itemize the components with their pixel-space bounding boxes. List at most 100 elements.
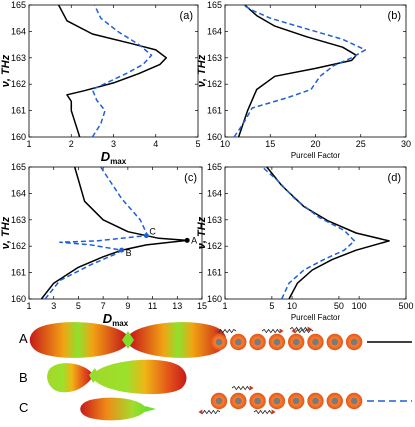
x-axis-label: Dmax <box>101 149 127 166</box>
x-tick-label: 15 <box>265 139 275 149</box>
y-tick-label: 165 <box>11 162 26 172</box>
plot-frame <box>28 4 199 138</box>
particle-core <box>312 338 319 346</box>
plot-frame <box>224 4 407 138</box>
marker-a <box>184 237 190 243</box>
plot-frame <box>28 166 203 300</box>
x-tick-label: 2 <box>69 139 74 149</box>
x-tick-label: 3 <box>111 139 116 149</box>
y-tick-label: 162 <box>11 241 26 251</box>
plot-frame <box>224 166 407 300</box>
x-tick-label: 15 <box>197 301 207 311</box>
y-tick-label: 162 <box>207 241 222 251</box>
x-axis-label: Purcell Factor <box>291 151 341 160</box>
y-tick-label: 161 <box>207 268 222 278</box>
y-tick-label: 164 <box>11 26 26 36</box>
y-tick-label: 164 <box>11 188 26 198</box>
particle-core <box>273 397 281 405</box>
wave-arrow <box>295 328 314 334</box>
particle-core <box>273 338 281 346</box>
particle-core <box>292 397 300 405</box>
wave-arrow <box>261 328 280 334</box>
chain-top <box>210 333 363 351</box>
panel-b: 160 161 162 163 164 165 10 15 20 25 30 (b) ν, THz Pur… <box>196 0 411 160</box>
pattern-label-b: B <box>19 370 28 385</box>
y-tick-label: 163 <box>207 53 222 63</box>
wave-arrow-head <box>271 409 276 415</box>
panel-a: 160 161 162 163 164 165 1 2 3 4 5 (a) ν, THz Dmax <box>0 0 201 166</box>
y-tick-label: 163 <box>11 215 26 225</box>
pattern-label-a: A <box>19 331 28 346</box>
x-tick-label: 50 <box>334 301 344 311</box>
marker-c-label: C <box>149 227 156 237</box>
y-tick-label: 161 <box>11 106 26 116</box>
x-axis-label: Dmax <box>103 311 129 328</box>
series-solid-line <box>266 166 390 300</box>
x-tick-label: 1 <box>26 301 31 311</box>
wave-arrow <box>289 326 308 332</box>
particle-core <box>312 397 319 405</box>
y-axis-label: ν, THz <box>196 54 208 87</box>
y-tick-label: 165 <box>11 0 26 10</box>
y-tick-label: 163 <box>11 53 26 63</box>
x-tick-label: 11 <box>148 301 157 311</box>
chain-bottom <box>210 392 363 410</box>
x-tick-label: 100 <box>352 301 367 311</box>
particle-core <box>331 397 339 405</box>
x-tick-label: 10 <box>220 139 230 149</box>
x-axis-label: Purcell Factor <box>291 313 341 322</box>
x-tick-label: 1 <box>222 301 227 311</box>
particle-chains <box>198 326 363 415</box>
particle-core <box>215 397 223 405</box>
particle-core <box>331 338 339 346</box>
panel-label: (d) <box>388 172 401 184</box>
wave-arrow-head <box>249 385 254 391</box>
y-tick-label: 164 <box>207 188 222 198</box>
pattern-b <box>47 359 187 395</box>
pattern-a <box>29 322 227 358</box>
pattern-label-c: C <box>19 400 28 415</box>
wave-arrow-head <box>291 328 296 334</box>
series-dashed-line <box>44 166 148 300</box>
series-dashed-line <box>261 166 356 300</box>
marker-a-label: A <box>191 235 197 245</box>
series-solid-line <box>40 166 188 300</box>
series-dashed-line <box>91 4 153 138</box>
y-axis-label: ν, THz <box>0 216 12 249</box>
panel-label: (a) <box>180 10 193 22</box>
particle-core <box>215 338 223 346</box>
x-tick-label: 7 <box>101 301 106 311</box>
x-tick-label: 5 <box>269 301 274 311</box>
particle-core <box>292 338 300 346</box>
particle-core <box>235 338 242 346</box>
series-solid-line <box>237 4 357 138</box>
y-tick-label: 165 <box>207 162 222 172</box>
y-tick-label: 165 <box>207 0 222 10</box>
particle-core <box>350 397 358 405</box>
x-tick-label: 10 <box>287 301 297 311</box>
y-tick-label: 162 <box>207 79 222 89</box>
y-tick-label: 160 <box>207 132 222 142</box>
y-tick-label: 160 <box>11 132 26 142</box>
x-tick-label: 5 <box>76 301 81 311</box>
wave-arrow <box>231 385 250 391</box>
y-tick-label: 163 <box>207 215 222 225</box>
panel-label: (c) <box>184 172 197 184</box>
y-axis-label: ν, THz <box>0 54 12 87</box>
particle-core <box>235 397 242 405</box>
y-tick-label: 160 <box>11 294 26 304</box>
wave-arrow-head <box>307 326 312 332</box>
y-tick-label: 162 <box>11 79 26 89</box>
marker-c <box>143 233 149 239</box>
y-tick-label: 164 <box>207 26 222 36</box>
series-solid-line <box>57 4 168 138</box>
series-dashed-line <box>233 4 367 138</box>
x-tick-label: 4 <box>153 139 158 149</box>
y-tick-label: 161 <box>207 106 222 116</box>
wave-arrow-head <box>279 328 284 334</box>
wave-arrow <box>218 328 237 334</box>
x-tick-label: 9 <box>125 301 130 311</box>
